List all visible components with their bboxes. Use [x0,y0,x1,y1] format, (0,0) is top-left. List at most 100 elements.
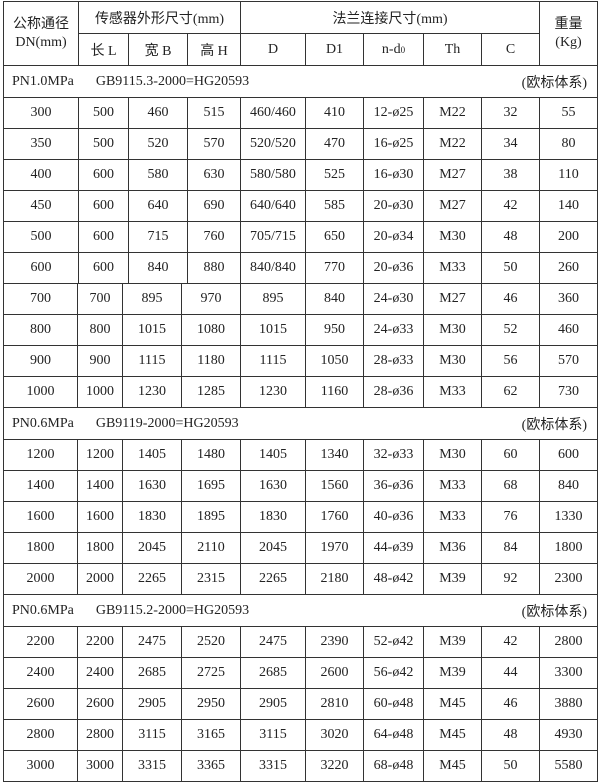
table-cell: M36 [423,532,482,564]
table-cell: 48 [481,221,540,253]
section-header: PN0.6MPa GB9119-2000=HG20593 (欧标体系) [3,407,598,440]
table-cell: 900 [77,345,123,377]
table-cell: M30 [423,221,482,253]
table-cell: 110 [539,159,598,191]
column-header: 宽 B [128,33,188,66]
table-cell: 2265 [240,563,306,595]
table-cell: M45 [423,719,482,751]
table-cell: 2600 [3,688,78,720]
table-cell: 900 [3,345,78,377]
table-cell: 580 [128,159,188,191]
table-cell: 60 [481,439,540,471]
table-cell: 1895 [181,501,241,533]
table-cell: 32 [481,97,540,129]
table-cell: 840 [305,283,364,315]
table-cell: 2725 [181,657,241,689]
table-cell: M30 [423,345,482,377]
table-cell: 48 [481,719,540,751]
table-cell: 1630 [240,470,306,502]
table-cell: 360 [539,283,598,315]
table-cell: 3220 [305,750,364,782]
table-cell: 24-ø33 [363,314,424,346]
table-cell: 64-ø48 [363,719,424,751]
table-cell: M33 [423,501,482,533]
table-cell: 600 [539,439,598,471]
table-cell: 56-ø42 [363,657,424,689]
table-cell: 600 [78,190,129,222]
table-cell: 515 [187,97,241,129]
table-cell: M27 [423,159,482,191]
table-cell: 50 [481,750,540,782]
table-cell: 44-ø39 [363,532,424,564]
table-cell: 1830 [122,501,182,533]
table-cell: 1015 [122,314,182,346]
table-cell: 52-ø42 [363,626,424,658]
table-cell: 1230 [122,376,182,408]
table-cell: 2905 [122,688,182,720]
table-cell: M33 [423,252,482,284]
table-cell: 460 [128,97,188,129]
table-cell: 2045 [122,532,182,564]
table-cell: 470 [305,128,364,160]
table-cell: 460 [539,314,598,346]
dn-label: 公称通径 [13,16,69,32]
table-cell: 2200 [3,626,78,658]
table-cell: 1115 [240,345,306,377]
table-cell: 1200 [77,439,123,471]
header-sensor-dimensions: 传感器外形尺寸(mm) [78,1,241,34]
table-cell: 28-ø33 [363,345,424,377]
table-cell: 450 [3,190,79,222]
table-cell: 3880 [539,688,598,720]
table-cell: 3020 [305,719,364,751]
table-cell: 2810 [305,688,364,720]
table-cell: M39 [423,657,482,689]
table-cell: 2600 [77,688,123,720]
table-cell: M27 [423,283,482,315]
table-cell: 46 [481,283,540,315]
table-cell: 840 [128,252,188,284]
table-cell: 12-ø25 [363,97,424,129]
pressure-rating: PN1.0MPa [12,73,74,89]
table-cell: 1800 [3,532,78,564]
table-cell: 60-ø48 [363,688,424,720]
table-cell: 1200 [3,439,78,471]
table-cell: 840 [539,470,598,502]
table-cell: M22 [423,128,482,160]
table-cell: 460/460 [240,97,306,129]
table-cell: 68-ø48 [363,750,424,782]
table-cell: 2110 [181,532,241,564]
table-cell: 1405 [122,439,182,471]
table-cell: M45 [423,688,482,720]
table-cell: 84 [481,532,540,564]
table-cell: 2475 [122,626,182,658]
table-cell: 55 [539,97,598,129]
table-cell: 800 [3,314,78,346]
flange-standard: GB9119-2000=HG20593 [95,415,239,431]
table-cell: 40-ø36 [363,501,424,533]
pressure-rating: PN0.6MPa [12,415,74,431]
table-cell: 56 [481,345,540,377]
table-cell: 3300 [539,657,598,689]
table-cell: 1800 [539,532,598,564]
table-cell: 2800 [3,719,78,751]
table-cell: 2800 [77,719,123,751]
header-dn: 公称通径 DN(mm) [3,1,79,66]
table-cell: M45 [423,750,482,782]
table-cell: 2315 [181,563,241,595]
table-cell: 895 [122,283,182,315]
table-cell: 500 [78,97,129,129]
table-cell: 2685 [240,657,306,689]
table-cell: 1180 [181,345,241,377]
table-cell: 2000 [77,563,123,595]
table-cell: 525 [305,159,364,191]
table-cell: 640 [128,190,188,222]
section-header: PN0.6MPa GB9115.2-2000=HG20593 (欧标体系) [3,594,598,627]
table-cell: 410 [305,97,364,129]
table-cell: 2390 [305,626,364,658]
table-cell: 950 [305,314,364,346]
table-cell: 895 [240,283,306,315]
column-header: 高 H [187,33,241,66]
column-header: D [240,33,306,66]
column-header-text: n-d [381,41,401,57]
table-cell: 52 [481,314,540,346]
